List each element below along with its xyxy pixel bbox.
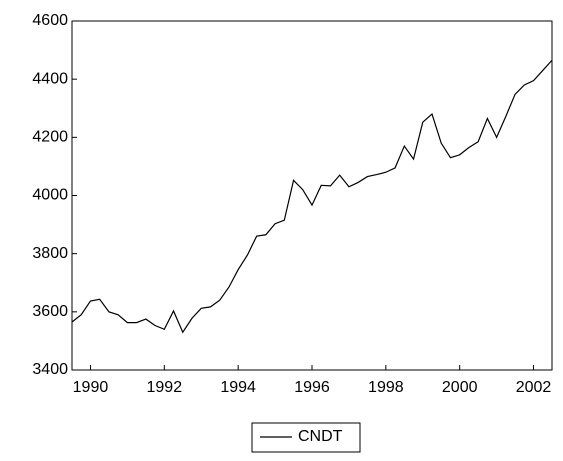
x-tick-label: 2000 — [442, 379, 478, 396]
y-tick-label: 3400 — [32, 361, 68, 378]
y-tick-label: 4600 — [32, 12, 68, 29]
legend-label: CNDT — [298, 428, 343, 445]
x-tick-label: 1992 — [147, 379, 183, 396]
y-tick-label: 3800 — [32, 245, 68, 262]
y-tick-label: 4000 — [32, 187, 68, 204]
x-tick-label: 1990 — [73, 379, 109, 396]
x-tick-label: 1998 — [368, 379, 404, 396]
x-tick-label: 1996 — [294, 379, 330, 396]
x-tick-label: 2002 — [516, 379, 552, 396]
data-line — [71, 59, 553, 334]
x-tick-label: 1994 — [220, 379, 256, 396]
y-tick-label: 4200 — [32, 129, 68, 146]
legend-box — [251, 422, 361, 453]
plot-frame — [71, 20, 553, 371]
y-tick-label: 4400 — [32, 70, 68, 87]
y-tick-label: 3600 — [32, 303, 68, 320]
